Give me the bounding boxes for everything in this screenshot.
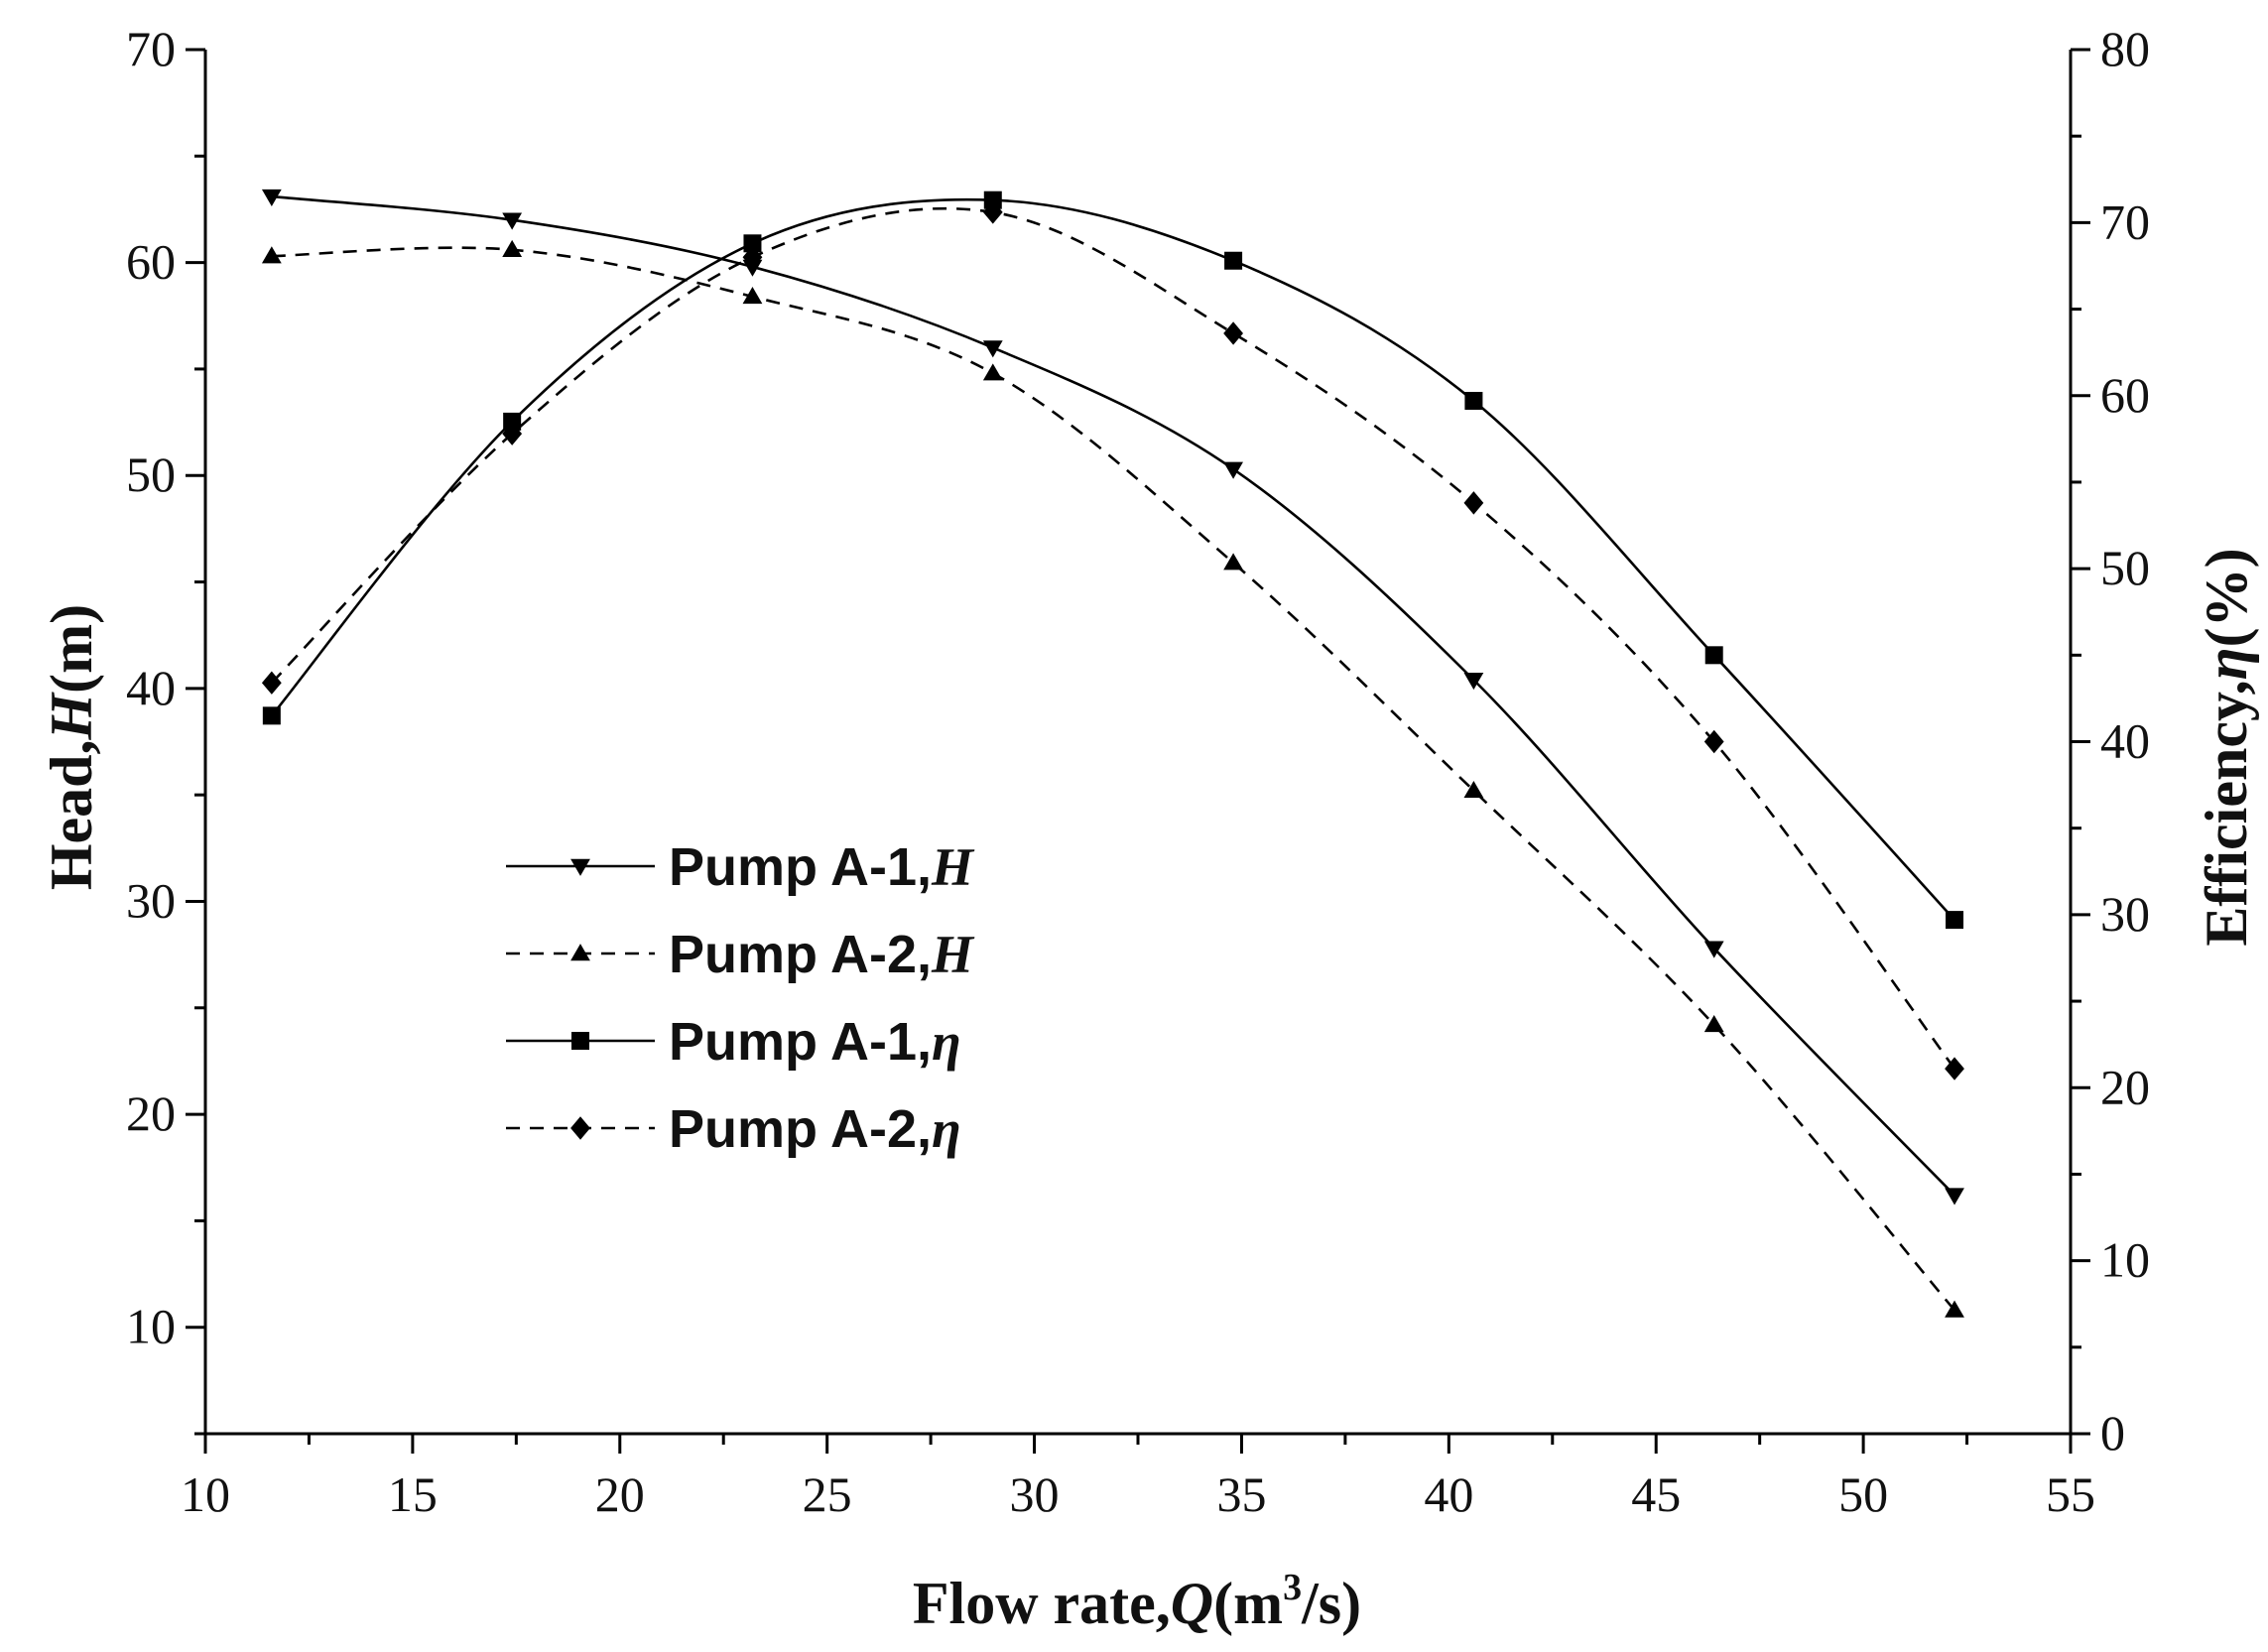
x-tick-label: 20 xyxy=(595,1466,645,1522)
x-tick-label: 30 xyxy=(1010,1466,1060,1522)
x-tick-label: 15 xyxy=(388,1466,438,1522)
y-right-tick-label: 60 xyxy=(2100,367,2150,423)
y-left-tick-label: 10 xyxy=(126,1299,176,1354)
data-point xyxy=(1945,1300,1964,1318)
data-point xyxy=(1223,461,1243,479)
data-point xyxy=(503,412,522,431)
data-point xyxy=(983,191,1002,209)
x-tick-label: 55 xyxy=(2046,1466,2095,1522)
x-tick-label: 35 xyxy=(1216,1466,1266,1522)
y-right-tick-label: 0 xyxy=(2100,1405,2125,1461)
legend-label: Pump A-1,η xyxy=(669,1012,961,1072)
data-point xyxy=(1704,646,1723,665)
legend-marker xyxy=(570,858,590,876)
legend-item: Pump A-2,H xyxy=(506,925,975,984)
legend-item: Pump A-1,η xyxy=(506,1012,961,1072)
data-point xyxy=(1703,729,1724,754)
data-point xyxy=(743,234,762,253)
series-line xyxy=(271,194,1955,1197)
data-point xyxy=(261,189,282,206)
data-point xyxy=(982,340,1003,358)
legend-label: Pump A-2,η xyxy=(669,1099,961,1159)
x-tick-label: 40 xyxy=(1424,1466,1473,1522)
x-tick-label: 45 xyxy=(1631,1466,1681,1522)
legend-marker xyxy=(570,1116,590,1140)
data-point xyxy=(1945,1188,1964,1206)
data-point xyxy=(1946,911,1964,930)
data-point xyxy=(502,239,523,257)
y-left-tick-label: 50 xyxy=(126,446,176,502)
x-axis-title: Flow rate,Q(m3/s) xyxy=(913,1567,1361,1636)
y-right-tick-label: 10 xyxy=(2100,1232,2150,1288)
legend-item: Pump A-1,H xyxy=(506,837,975,897)
series-line xyxy=(270,197,1955,921)
series-pump-a-2-head xyxy=(261,239,1964,1318)
data-point xyxy=(261,246,282,264)
x-tick-label: 50 xyxy=(1838,1466,1888,1522)
series-line xyxy=(271,246,1956,1312)
data-point xyxy=(1223,321,1243,345)
legend-label: Pump A-2,H xyxy=(669,925,975,984)
legend-item: Pump A-2,η xyxy=(506,1099,961,1159)
y-right-tick-label: 80 xyxy=(2100,21,2150,76)
x-tick-label: 10 xyxy=(181,1466,230,1522)
y-left-tick-label: 70 xyxy=(126,21,176,76)
data-point xyxy=(1463,491,1484,515)
legend-label: Pump A-1,H xyxy=(669,837,975,897)
y-left-tick-label: 40 xyxy=(126,660,176,715)
data-point xyxy=(502,422,523,445)
y-left-tick-label: 30 xyxy=(126,872,176,928)
data-point xyxy=(1224,251,1243,270)
series-pump-a-1-head xyxy=(261,189,1964,1206)
legend-marker xyxy=(570,944,590,961)
series-pump-a-2-efficiency xyxy=(261,200,1964,1080)
y-left-tick-label: 20 xyxy=(126,1085,176,1141)
y-right-tick-label: 30 xyxy=(2100,886,2150,942)
data-point xyxy=(742,245,763,269)
data-series xyxy=(261,189,1964,1318)
data-point xyxy=(502,212,523,230)
data-point xyxy=(262,706,281,725)
y-right-tick-label: 50 xyxy=(2100,540,2150,595)
axis-titles: Flow rate,Q(m3/s) Head,H(m) Efficiency,η… xyxy=(39,548,2259,1636)
data-point xyxy=(1464,391,1483,410)
legend-marker xyxy=(571,1032,589,1050)
y-left-tick-label: 60 xyxy=(126,234,176,290)
y-right-tick-label: 40 xyxy=(2100,713,2150,769)
axes: 10 15 20 25 30 35 40 45 50 55 10 20 30 40 50 60 70 0 10 20 3… xyxy=(126,21,2150,1522)
data-point xyxy=(982,363,1003,381)
data-point xyxy=(742,287,763,305)
data-point xyxy=(1703,941,1724,958)
legend: Pump A-1,H Pump A-2,H Pump A-1,η Pump A-2,η xyxy=(506,837,975,1159)
x-tick-label: 25 xyxy=(803,1466,852,1522)
series-line xyxy=(270,206,1956,1070)
data-point xyxy=(982,200,1003,224)
data-point xyxy=(1463,673,1484,691)
data-point xyxy=(1703,1015,1724,1033)
data-point xyxy=(1223,553,1243,571)
y-right-tick-label: 20 xyxy=(2100,1059,2150,1114)
data-point xyxy=(1945,1057,1964,1080)
series-pump-a-1-efficiency xyxy=(262,191,1964,930)
y-right-tick-label: 70 xyxy=(2100,193,2150,249)
y-right-axis-title: Efficiency,η(%) xyxy=(2194,548,2259,946)
data-point xyxy=(1463,780,1484,799)
data-point xyxy=(261,671,282,695)
y-left-axis-title: Head,H(m) xyxy=(39,604,104,890)
